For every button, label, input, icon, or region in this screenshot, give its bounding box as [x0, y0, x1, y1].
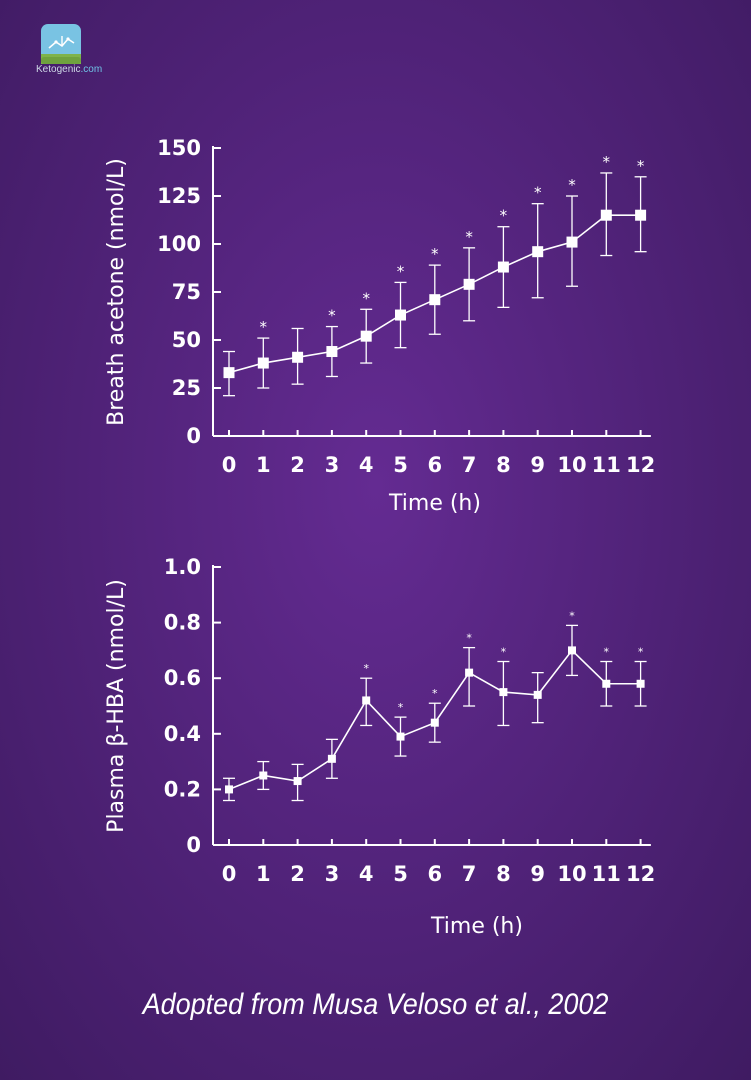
data-point-marker — [499, 688, 508, 697]
x-tick-label: 6 — [427, 453, 442, 477]
x-tick-label: 12 — [626, 862, 655, 886]
x-tick-label: 10 — [557, 862, 586, 886]
data-point-marker — [600, 209, 612, 221]
x-tick-label: 4 — [359, 862, 374, 886]
data-point-marker — [532, 246, 544, 258]
significance-marker: * — [603, 153, 611, 171]
x-tick-label: 3 — [325, 453, 340, 477]
x-tick-label: 3 — [325, 862, 340, 886]
y-tick-label: 0.8 — [164, 611, 201, 635]
source-citation: Adopted from Musa Veloso et al., 2002 — [142, 988, 609, 1021]
data-point-marker — [292, 351, 304, 363]
x-tick-label: 10 — [557, 453, 586, 477]
x-tick-label: 12 — [626, 453, 655, 477]
x-tick-label: 8 — [496, 453, 511, 477]
x-tick-label: 9 — [530, 453, 545, 477]
brand-logo[interactable]: Ketogenic.com — [36, 24, 106, 80]
x-tick-label: 11 — [592, 862, 621, 886]
y-tick-label: 25 — [172, 376, 201, 400]
y-tick-label: 75 — [172, 280, 201, 304]
significance-marker: * — [465, 228, 473, 246]
data-point-marker — [497, 261, 509, 273]
significance-marker: * — [362, 289, 370, 307]
data-point-marker — [635, 209, 647, 221]
data-point-marker — [360, 330, 372, 342]
y-tick-label: 100 — [157, 232, 201, 256]
molecule-logo-icon — [41, 24, 81, 64]
significance-marker: * — [397, 262, 405, 280]
x-tick-label: 0 — [222, 862, 237, 886]
y-tick-label: 0 — [186, 833, 201, 857]
significance-marker: * — [260, 318, 268, 336]
y-tick-label: 0.6 — [164, 666, 201, 690]
significance-marker: * — [398, 701, 404, 714]
significance-marker: * — [604, 646, 610, 659]
x-tick-label: 2 — [290, 453, 305, 477]
y-axis-label: Plasma β-HBA (nmol/L) — [104, 579, 129, 833]
significance-marker: * — [466, 632, 472, 645]
data-point-marker — [465, 668, 474, 677]
x-tick-label: 9 — [530, 862, 545, 886]
data-point-marker — [636, 679, 645, 688]
x-tick-label: 11 — [592, 453, 621, 477]
y-tick-label: 0.4 — [164, 722, 201, 746]
x-tick-label: 8 — [496, 862, 511, 886]
x-tick-label: 5 — [393, 453, 408, 477]
x-axis-label: Time (h) — [388, 491, 481, 516]
data-point-marker — [257, 357, 269, 369]
y-tick-label: 50 — [172, 328, 201, 352]
data-point-marker — [463, 278, 475, 290]
y-axis-label: Breath acetone (nmol/L) — [104, 158, 129, 426]
y-tick-label: 1.0 — [164, 555, 201, 579]
data-point-marker — [293, 777, 302, 786]
data-point-marker — [327, 754, 336, 763]
data-point-marker — [568, 646, 576, 655]
logo-wordmark: Ketogenic.com — [36, 64, 103, 75]
significance-marker: * — [328, 307, 336, 325]
significance-marker: * — [500, 207, 508, 225]
data-point-marker — [326, 346, 338, 358]
x-tick-label: 1 — [256, 453, 271, 477]
data-point-marker — [395, 309, 406, 321]
significance-marker: * — [534, 184, 542, 202]
significance-marker: * — [363, 662, 369, 675]
y-tick-label: 0.2 — [164, 777, 201, 801]
data-point-marker — [223, 367, 235, 379]
significance-marker: * — [431, 245, 439, 263]
x-axis-label: Time (h) — [430, 914, 523, 939]
x-tick-label: 7 — [462, 862, 477, 886]
plasma-bhba-chart: 00.20.40.60.81.00 1 2 3 4 5 6 7 8 9 10 11 12******* *… — [104, 555, 655, 939]
significance-marker: * — [432, 687, 438, 700]
data-point-marker — [430, 718, 439, 727]
x-tick-label: 2 — [290, 862, 305, 886]
x-tick-label: 4 — [359, 453, 374, 477]
data-point-marker — [566, 236, 578, 248]
data-point-marker — [602, 679, 611, 688]
data-point-marker — [429, 294, 441, 306]
y-tick-label: 0 — [186, 424, 201, 448]
data-point-marker — [362, 696, 371, 705]
significance-marker: * — [637, 157, 645, 175]
significance-marker: * — [501, 646, 507, 659]
x-tick-label: 5 — [393, 862, 408, 886]
significance-marker: * — [638, 646, 644, 659]
data-point-marker — [396, 732, 405, 741]
x-tick-label: 6 — [427, 862, 442, 886]
x-tick-label: 1 — [256, 862, 271, 886]
data-point-marker — [533, 690, 542, 699]
y-tick-label: 150 — [157, 136, 201, 160]
data-point-marker — [225, 785, 233, 794]
significance-marker: * — [568, 176, 576, 194]
y-tick-label: 125 — [157, 184, 201, 208]
significance-marker: * — [569, 609, 575, 622]
x-tick-label: 0 — [222, 453, 237, 477]
data-point-marker — [259, 771, 268, 780]
x-tick-label: 7 — [462, 453, 477, 477]
